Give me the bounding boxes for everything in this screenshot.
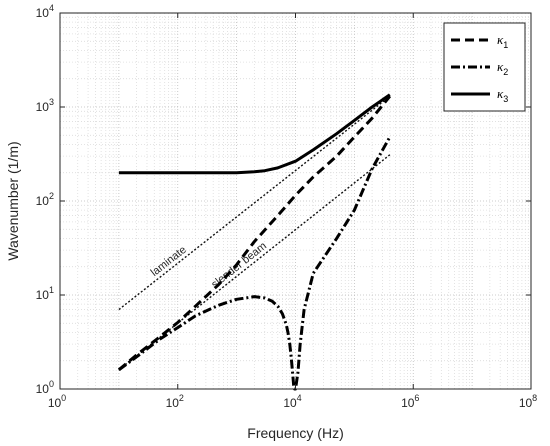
y-tick-label: 100 [36,379,54,396]
x-axis-label: Frequency (Hz) [247,425,343,441]
x-tick-label: 102 [166,393,184,410]
legend: κ1 κ2 κ3 [443,22,526,112]
series-line-kappa-1 [117,95,391,371]
x-tick-label: 108 [519,393,537,410]
legend-label: κ1 [497,32,508,50]
legend-label: κ3 [497,86,508,104]
y-tick-label: 101 [36,285,54,302]
series-line-kappa-3 [118,93,391,175]
y-tick-label: 103 [36,97,54,114]
x-tick-label: 100 [48,393,66,410]
reference-line-0 [118,95,391,311]
x-tick-label: 104 [283,393,301,410]
grid [59,13,531,390]
y-tick-label: 104 [36,3,54,20]
legend-label: κ2 [497,59,508,77]
annotation-laminate: laminate [149,244,189,279]
y-tick-label: 102 [36,191,54,208]
series-line-kappa-2 [117,136,392,391]
y-axis-label: Wavenumber (1/m) [5,141,21,260]
series-lines [117,93,392,391]
axis-ticks: 100 102 104 106 108 100 101 102 103 104 [36,3,538,410]
x-tick-label: 106 [401,393,419,410]
